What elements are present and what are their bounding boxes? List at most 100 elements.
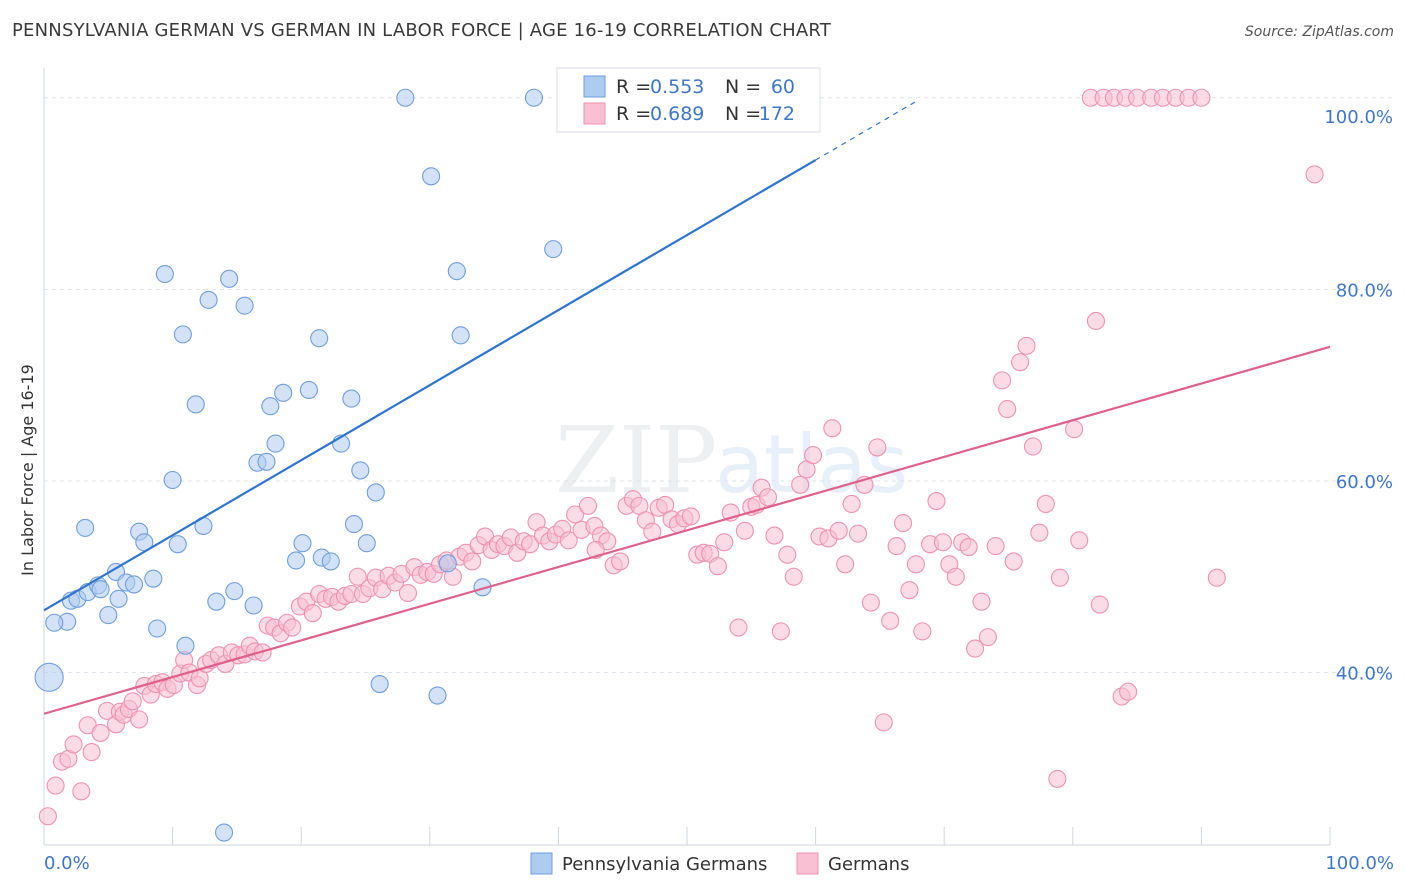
- germans-point: [1030, 523, 1049, 542]
- pennsylvania-germans-point: [299, 380, 318, 400]
- germans-point: [1207, 568, 1226, 587]
- germans-point: [893, 514, 913, 533]
- germans-point: [708, 557, 727, 576]
- germans-point: [348, 567, 367, 586]
- germans-point: [848, 524, 868, 543]
- pennsylvania-germans-point: [447, 262, 466, 281]
- pennsylvania-germans-point: [357, 534, 376, 553]
- series-legend-label-blue: Pennsylvania Germans: [562, 854, 767, 875]
- germans-point: [881, 611, 900, 630]
- pennsylvania-germans-point: [524, 88, 544, 107]
- pennsylvania-germans-point: [321, 552, 340, 571]
- pennsylvania-germans-point: [148, 619, 167, 638]
- chart-title: PENNSYLVANIA GERMAN VS GERMAN IN LABOR F…: [12, 20, 831, 41]
- pennsylvania-germans-point: [422, 167, 441, 186]
- pennsylvania-germans-point: [186, 395, 205, 414]
- gridlines: [44, 97, 1394, 674]
- germans-point: [913, 622, 932, 641]
- germans-point: [887, 537, 906, 556]
- y-tick-label: 80.0%: [1336, 280, 1393, 301]
- pennsylvania-germans-point: [235, 296, 254, 315]
- pennsylvania-germans-points: [34, 88, 563, 842]
- germans-point: [791, 475, 810, 494]
- germans-trend: [43, 345, 1331, 715]
- pennsylvania-germans-point: [428, 686, 447, 705]
- pennsylvania-germans-point: [109, 589, 128, 608]
- germans-point: [906, 555, 925, 574]
- legend-n-value-blue: 60: [771, 76, 795, 98]
- germans-point: [1065, 420, 1084, 439]
- germans-point: [771, 622, 790, 641]
- germans-point: [959, 538, 978, 557]
- pennsylvania-germans-point: [544, 240, 563, 259]
- x-tick-max: 100.0%: [1325, 853, 1394, 874]
- germans-point: [972, 592, 991, 611]
- y-tick-label: 100.0%: [1324, 107, 1393, 128]
- germans-point: [1090, 595, 1109, 614]
- series-legend: Pennsylvania Germans Germans: [530, 852, 909, 875]
- legend-swatch-pink: [583, 102, 606, 125]
- germans-point: [900, 581, 919, 600]
- germans-point: [1119, 682, 1138, 701]
- germans-point: [765, 526, 784, 545]
- pennsylvania-germans-point: [274, 383, 293, 402]
- pennsylvania-germans-point: [144, 569, 163, 588]
- pennsylvania-germans-point: [344, 515, 363, 534]
- germans-point: [927, 492, 946, 511]
- pennsylvania-germans-point: [173, 325, 192, 344]
- germans-point: [64, 735, 83, 754]
- pennsylvania-germans-point: [207, 592, 226, 611]
- germans-point: [611, 552, 630, 571]
- pennsylvania-germans-point: [199, 290, 218, 309]
- germans-point: [566, 505, 585, 524]
- germans-point: [861, 593, 880, 612]
- pennsylvania-germans-point: [163, 470, 182, 490]
- legend-r-label-pink: R =: [616, 103, 651, 125]
- series-legend-swatch-pink: [796, 852, 819, 875]
- germans-point: [778, 545, 797, 564]
- pennsylvania-germans-point: [220, 269, 239, 288]
- germans-point: [91, 723, 110, 742]
- pennsylvania-germans-point: [45, 613, 64, 632]
- y-axis-label: In Labor Force | Age 16-19: [18, 364, 37, 576]
- pennsylvania-germans-point: [257, 452, 276, 471]
- pennsylvania-germans-point: [266, 434, 285, 453]
- germans-point: [998, 400, 1017, 419]
- pennsylvania-germans-point: [351, 461, 370, 480]
- germans-point: [578, 496, 598, 515]
- germans-point: [729, 618, 748, 637]
- y-tick-label: 40.0%: [1336, 664, 1393, 685]
- germans-point: [1070, 531, 1089, 550]
- axes: [43, 68, 1331, 846]
- germans-point: [38, 807, 57, 826]
- pennsylvania-germans-point: [451, 326, 470, 345]
- legend-n-label-pink: N =: [725, 103, 761, 125]
- pennsylvania-germans-point: [366, 483, 385, 502]
- germans-point: [463, 552, 482, 571]
- legend-r-value-pink: 0.689: [650, 103, 704, 125]
- germans-point: [130, 710, 149, 729]
- pennsylvania-germans-point: [168, 535, 187, 554]
- germans-point: [993, 371, 1012, 390]
- germans-point: [398, 583, 417, 603]
- germans-point: [946, 567, 965, 586]
- pennsylvania-germans-point: [225, 582, 244, 601]
- germans-point: [303, 604, 322, 623]
- germans-point: [823, 419, 842, 438]
- series-legend-label-pink: Germans: [828, 854, 909, 875]
- pennsylvania-germans-point: [287, 551, 306, 570]
- pennsylvania-germans-point: [124, 575, 144, 594]
- germans-point: [933, 533, 952, 552]
- legend-swatch-blue: [583, 75, 606, 98]
- germans-point: [803, 446, 823, 465]
- pennsylvania-germans-point: [155, 264, 174, 284]
- pennsylvania-germans-point: [91, 580, 110, 599]
- germans-point: [46, 776, 65, 795]
- germans-point: [735, 521, 754, 540]
- pennsylvania-germans-point: [261, 397, 280, 416]
- series-legend-swatch-blue: [530, 852, 553, 875]
- germans-point: [874, 713, 893, 732]
- x-tick-min: 0.0%: [44, 853, 90, 874]
- germans-point: [521, 535, 540, 554]
- germans-point: [559, 531, 578, 550]
